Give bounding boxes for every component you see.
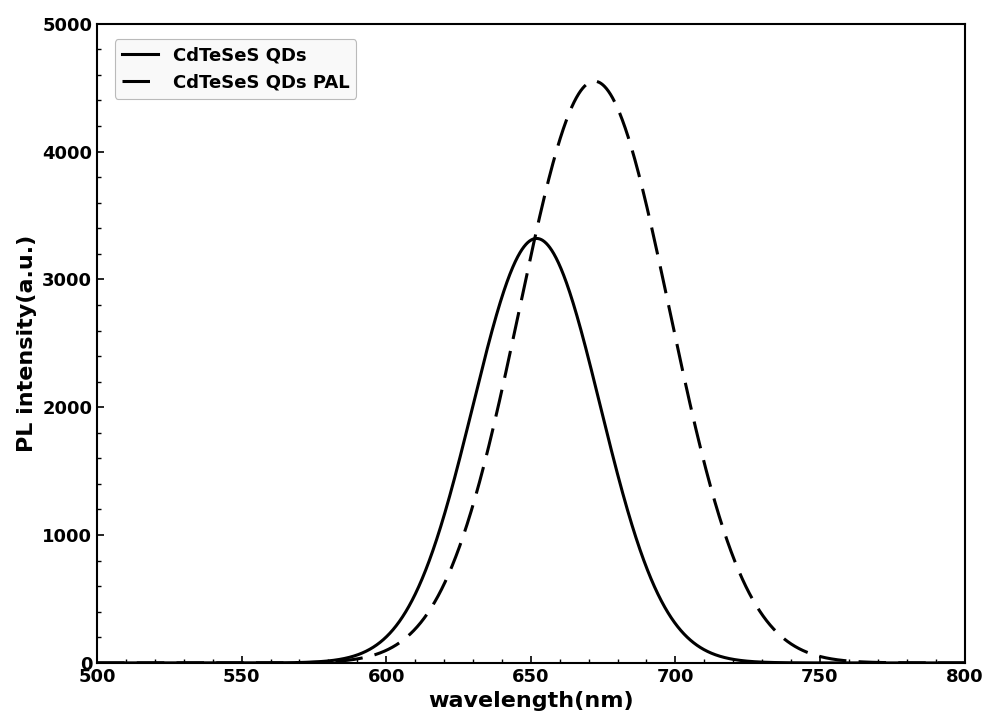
CdTeSeS QDs PAL (424, 606, 436, 614)
CdTeSeS QDs PAL (461, 519, 473, 528)
CdTeSeS QDs (530, 234, 542, 243)
CdTeSeS QDs (424, 555, 436, 563)
CdTeSeS QDs PAL (942, 659, 954, 668)
CdTeSeS QDs (91, 659, 103, 668)
CdTeSeS QDs PAL (588, 77, 600, 86)
CdTeSeS QDs (959, 659, 971, 668)
X-axis label: wavelength(nm): wavelength(nm) (428, 692, 634, 711)
CdTeSeS QDs PAL (241, 659, 253, 668)
CdTeSeS QDs PAL (190, 659, 202, 668)
Line: CdTeSeS QDs: CdTeSeS QDs (97, 239, 965, 663)
CdTeSeS QDs (461, 424, 473, 432)
CdTeSeS QDs PAL (91, 659, 103, 668)
CdTeSeS QDs (942, 659, 954, 668)
Legend: CdTeSeS QDs, CdTeSeS QDs PAL: CdTeSeS QDs, CdTeSeS QDs PAL (115, 39, 356, 98)
CdTeSeS QDs (848, 659, 860, 668)
Y-axis label: PL intensity(a.u.): PL intensity(a.u.) (17, 234, 37, 452)
CdTeSeS QDs PAL (959, 659, 971, 668)
CdTeSeS QDs (190, 659, 202, 668)
CdTeSeS QDs PAL (848, 657, 860, 666)
CdTeSeS QDs (241, 659, 253, 668)
Line: CdTeSeS QDs PAL: CdTeSeS QDs PAL (97, 82, 965, 663)
